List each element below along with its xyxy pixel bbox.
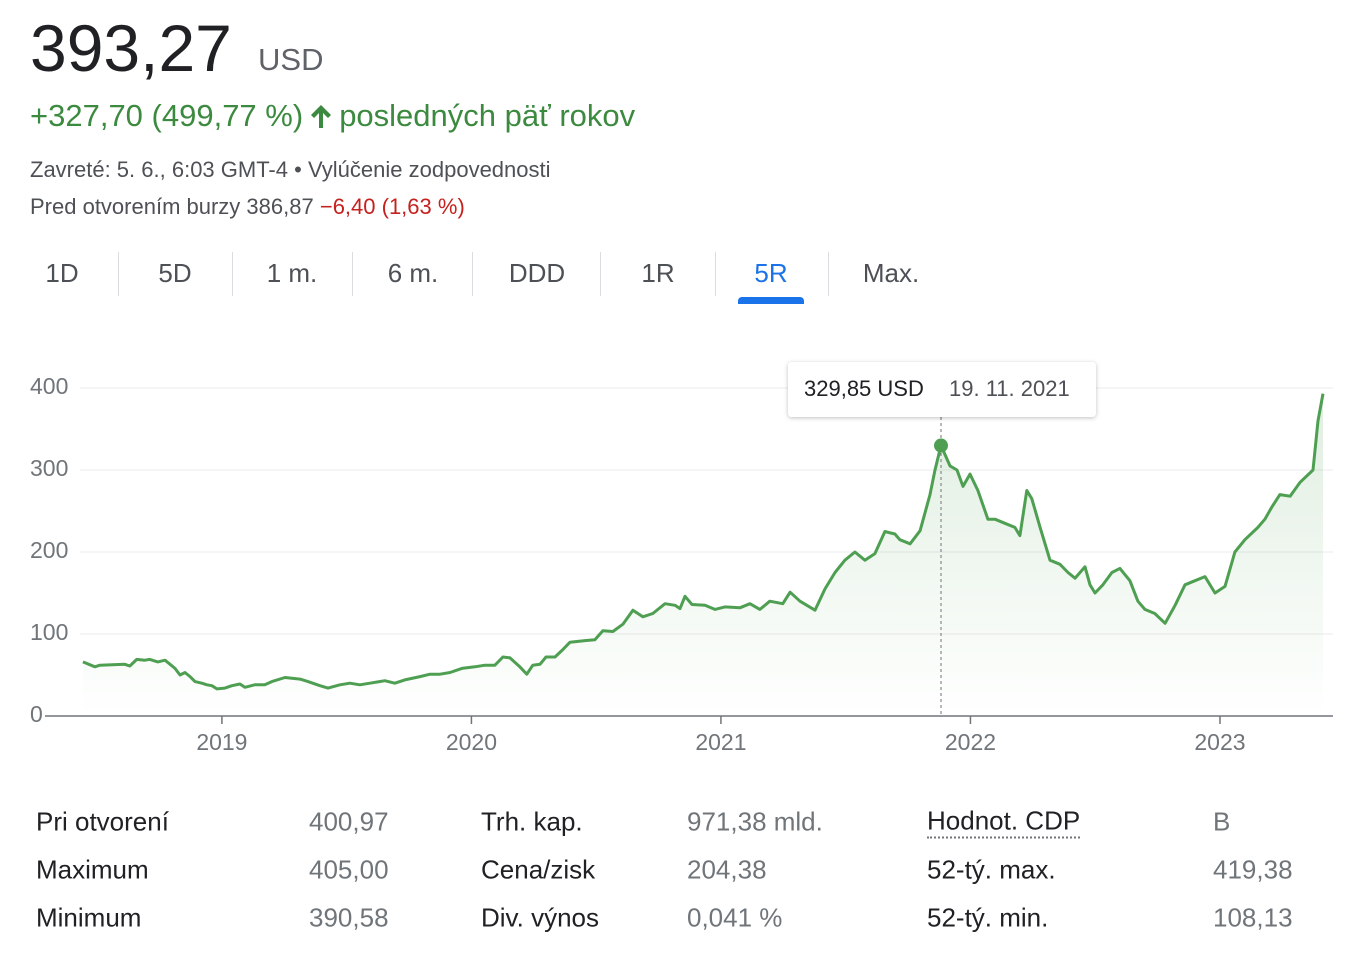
premarket-row: Pred otvorením burzy 386,87 −6,40 (1,63 … xyxy=(30,194,465,220)
x-tick-label: 2020 xyxy=(446,729,497,755)
price-line xyxy=(82,393,1325,691)
chart: 0 100 200 300 400 2019 2020 2021 2022 2023 329,85 … xyxy=(30,362,1333,755)
stat-label: Minimum xyxy=(36,902,142,933)
x-tick-label: 2019 xyxy=(196,729,247,755)
stat-value: 419,38 xyxy=(1213,854,1293,885)
active-tab-indicator xyxy=(738,297,804,304)
stat-label[interactable]: Hodnot. CDP xyxy=(927,806,1081,839)
price: 393,27 xyxy=(30,11,232,85)
stat-label: Maximum xyxy=(36,854,149,885)
tab-separator xyxy=(232,252,233,296)
tab[interactable]: 1R xyxy=(641,258,675,288)
x-tick-label: 2021 xyxy=(695,729,746,755)
tooltip-value: 329,85 USD xyxy=(804,376,924,401)
premarket: Pred otvorením burzy 386,87 xyxy=(30,194,314,219)
stat-label: 52-tý. min. xyxy=(927,902,1049,933)
tab-separator xyxy=(828,252,829,296)
y-tick-label: 300 xyxy=(30,455,68,481)
area xyxy=(82,393,1324,716)
disclaimer-link[interactable]: Vylúčenie zodpovednosti xyxy=(307,157,551,182)
y-tick-label: 400 xyxy=(30,373,68,399)
y-tick-label: 200 xyxy=(30,537,68,563)
stat-label: 52-tý. max. xyxy=(927,854,1056,885)
tab[interactable]: Max. xyxy=(862,258,920,288)
stat-value: B xyxy=(1213,806,1231,837)
closed-row: Zavreté: 5. 6., 6:03 GMT-4 • Vylúčenie z… xyxy=(30,157,551,183)
tab-separator xyxy=(600,252,601,296)
tab[interactable]: 1D xyxy=(45,258,79,288)
tooltip-date: 19. 11. 2021 xyxy=(949,376,1070,401)
tab[interactable]: 1 m. xyxy=(266,258,318,288)
hover-point xyxy=(934,438,949,453)
stat-value: 204,38 xyxy=(687,854,767,885)
stat-label: Pri otvorení xyxy=(36,806,169,837)
y-tick-label: 100 xyxy=(30,619,68,645)
stat-value: 108,13 xyxy=(1213,902,1293,933)
tab-separator xyxy=(472,252,473,296)
stat-value: 971,38 mld. xyxy=(687,806,823,837)
tab[interactable]: 6 m. xyxy=(387,258,439,288)
tab-separator xyxy=(118,252,119,296)
tab[interactable]: 5R xyxy=(754,258,788,288)
tooltip-box xyxy=(788,362,1096,417)
closed: Zavreté: 5. 6., 6:03 GMT-4 • xyxy=(30,157,302,182)
stat-label: Div. výnos xyxy=(481,902,599,933)
premarket-change: −6,40 (1,63 %) xyxy=(319,194,465,219)
tab[interactable]: 5D xyxy=(158,258,192,288)
period: posledných päť rokov xyxy=(339,98,636,133)
stat-value: 390,58 xyxy=(309,902,389,933)
x-tick-label: 2023 xyxy=(1194,729,1245,755)
tab-separator xyxy=(352,252,353,296)
stat-value: 0,041 % xyxy=(687,902,783,933)
up-arrow xyxy=(311,105,332,128)
stat-value: 400,97 xyxy=(309,806,389,837)
stat-label: Trh. kap. xyxy=(481,806,583,837)
currency: USD xyxy=(258,42,324,77)
y-tick-label: 0 xyxy=(30,701,43,727)
tab[interactable]: DDD xyxy=(508,258,566,288)
stat-value: 405,00 xyxy=(309,854,389,885)
change-row: +327,70 (499,77 %) posledných päť rokov xyxy=(30,98,635,134)
change: +327,70 (499,77 %) xyxy=(30,98,304,133)
stat-label: Cena/zisk xyxy=(481,854,596,885)
tab-separator xyxy=(715,252,716,296)
x-tick-label: 2022 xyxy=(945,729,996,755)
